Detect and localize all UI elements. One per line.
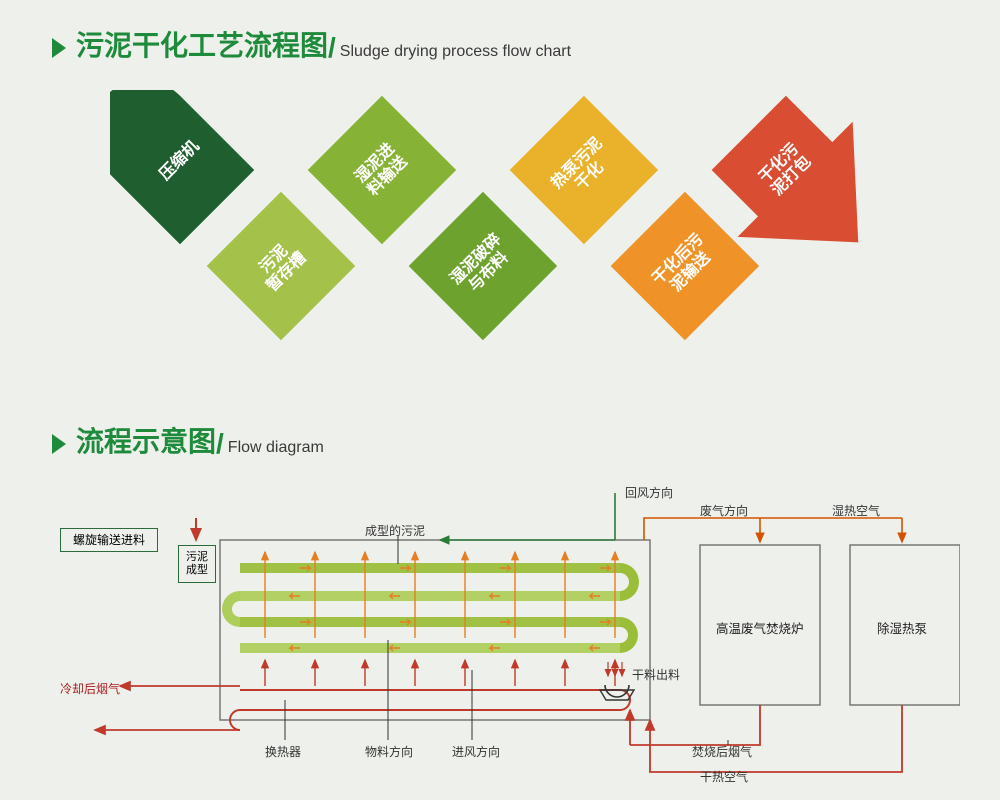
triangle-bullet-icon xyxy=(52,38,66,58)
flow-diagram: 螺旋输送进料 污泥 成型 成型的污泥 回风方向 废气方向 湿热空气 高温废气焚烧… xyxy=(60,490,960,790)
title-slash: / xyxy=(216,428,224,460)
incinerator-label: 高温废气焚烧炉 xyxy=(716,618,804,637)
cooled-gas-label: 冷却后烟气 xyxy=(60,680,120,697)
section1-title-cn: 污泥干化工艺流程图 xyxy=(76,24,328,64)
sludge-forming-label: 污泥 成型 xyxy=(186,551,208,577)
section1-title: 污泥干化工艺流程图 / Sludge drying process flow c… xyxy=(52,24,571,64)
dehum-label: 除湿热泵 xyxy=(877,618,927,637)
screw-feed-box: 螺旋输送进料 xyxy=(60,528,158,552)
material-dir-label: 物料方向 xyxy=(365,743,413,760)
intake-dir-label: 进风方向 xyxy=(452,743,500,760)
discharge-label: 干料出料 xyxy=(632,666,680,683)
section2-title-cn: 流程示意图 xyxy=(76,420,216,460)
section1-title-en: Sludge drying process flow chart xyxy=(340,43,571,61)
title-slash: / xyxy=(328,32,336,64)
formed-sludge-label: 成型的污泥 xyxy=(365,522,425,539)
return-air-label: 回风方向 xyxy=(625,484,673,501)
burned-gas-label: 焚烧后烟气 xyxy=(692,743,752,760)
wet-hot-air-label: 湿热空气 xyxy=(832,502,880,519)
waste-gas-label: 废气方向 xyxy=(700,502,748,519)
triangle-bullet-icon xyxy=(52,434,66,454)
screw-feed-label: 螺旋输送进料 xyxy=(73,533,145,547)
heat-exchanger-label: 换热器 xyxy=(265,743,301,760)
dry-hot-air-label: 干热空气 xyxy=(700,768,748,785)
process-zigzag: 压缩机污泥 暂存槽湿泥进 料输送湿泥破碎 与布料热泵污泥 干化干化后污 泥输送干… xyxy=(110,90,930,350)
section2-title: 流程示意图 / Flow diagram xyxy=(52,420,324,460)
sludge-forming-box: 污泥 成型 xyxy=(178,545,216,583)
section2-title-en: Flow diagram xyxy=(228,439,324,457)
